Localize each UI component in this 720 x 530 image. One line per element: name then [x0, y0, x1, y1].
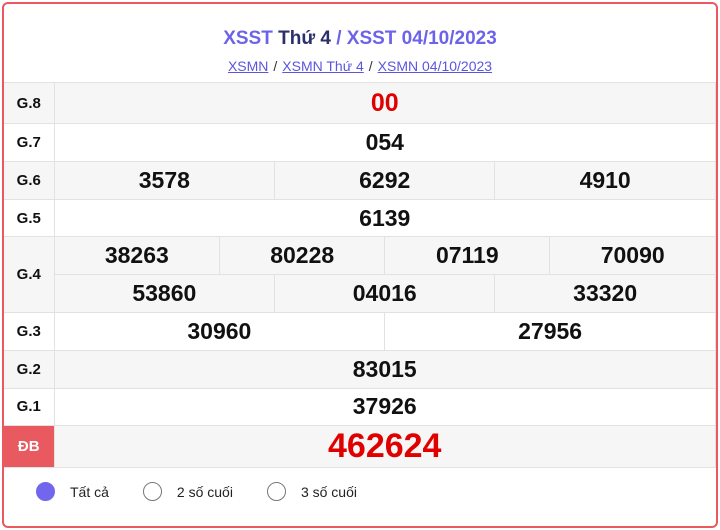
prize-number: 38263: [54, 237, 220, 274]
prize-number: 70090: [549, 237, 715, 274]
prize-number: 53860: [54, 274, 275, 312]
prize-number: 00: [53, 82, 716, 124]
prize-label-special: ĐB: [4, 424, 55, 468]
title-separator: /: [336, 28, 342, 49]
prize-row-g4: G.4 38263 80228 07119 70090 53860 04016 …: [4, 236, 716, 313]
breadcrumb-separator: /: [273, 58, 278, 74]
prize-row-g6: G.6 3578 6292 4910: [4, 161, 716, 200]
prize-row-g3: G.3 30960 27956: [4, 311, 716, 351]
filter-label: Tất cả: [70, 483, 109, 500]
prize-row-special: ĐB 462624: [4, 424, 716, 468]
title-link-xsst[interactable]: XSST: [223, 28, 273, 49]
filter-label: 3 số cuối: [300, 483, 357, 500]
prize-label: G.6: [4, 161, 55, 200]
prize-row-g2: G.2 83015: [4, 349, 716, 389]
filter-last-2[interactable]: 2 số cuối: [142, 482, 233, 501]
prize-label: G.3: [4, 311, 55, 351]
prize-number: 27956: [384, 312, 715, 350]
prize-number: 37926: [53, 387, 716, 426]
prize-label: G.2: [4, 349, 55, 389]
filter-all[interactable]: Tất cả: [36, 482, 109, 501]
prize-row-g1: G.1 37926: [4, 387, 716, 426]
digit-filter: Tất cả 2 số cuối 3 số cuối: [36, 482, 391, 501]
prize-row-g8: G.8 00: [4, 82, 716, 124]
prize-number: 3578: [54, 162, 275, 199]
breadcrumb-xsmn[interactable]: XSMN: [227, 58, 269, 74]
prize-row-g7: G.7 054: [4, 123, 716, 162]
prize-number: 30960: [187, 317, 252, 344]
radio-icon[interactable]: [266, 482, 286, 501]
prize-number: 4910: [494, 162, 715, 199]
filter-last-3[interactable]: 3 số cuối: [266, 482, 357, 501]
title-weekday: Thứ 4: [278, 28, 331, 49]
prize-number: 04016: [274, 274, 495, 312]
prize-numbers: 30960 27956: [55, 312, 715, 350]
radio-selected-icon[interactable]: [36, 482, 55, 501]
prize-label: G.1: [4, 387, 55, 426]
prize-number: 054: [53, 123, 716, 162]
breadcrumb-separator: /: [368, 58, 373, 74]
breadcrumb: XSMN / XSMN Thứ 4/XSMN 04/10/2023: [4, 58, 716, 74]
prize-label: G.5: [4, 199, 55, 237]
breadcrumb-xsmn-weekday[interactable]: XSMN Thứ 4: [282, 58, 364, 74]
prize-numbers: 38263 80228 07119 70090: [54, 237, 715, 274]
results-table: G.8 00 G.7 054 G.6 3578 6292 4910 G.5 61…: [4, 82, 716, 468]
prize-number: 83015: [53, 349, 716, 389]
special-prize-number: 462624: [53, 424, 716, 468]
page-title: XSST Thứ 4 / XSST 04/10/2023: [4, 28, 716, 50]
breadcrumb-xsmn-date[interactable]: XSMN 04/10/2023: [377, 58, 493, 74]
prize-label: G.4: [4, 236, 55, 313]
radio-icon[interactable]: [142, 482, 162, 501]
prize-number: 07119: [384, 237, 550, 274]
prize-row-g5: G.5 6139: [4, 199, 716, 237]
prize-number: 80228: [219, 237, 385, 274]
prize-label: G.7: [4, 123, 55, 162]
filter-label: 2 số cuối: [176, 483, 233, 500]
prize-number: 33320: [494, 274, 715, 312]
prize-label: G.8: [4, 82, 55, 124]
title-date[interactable]: XSST 04/10/2023: [346, 28, 497, 49]
prize-numbers: 53860 04016 33320: [54, 274, 715, 312]
prize-number: 6292: [274, 162, 495, 199]
prize-numbers: 3578 6292 4910: [54, 162, 715, 199]
prize-number: 6139: [53, 199, 716, 237]
